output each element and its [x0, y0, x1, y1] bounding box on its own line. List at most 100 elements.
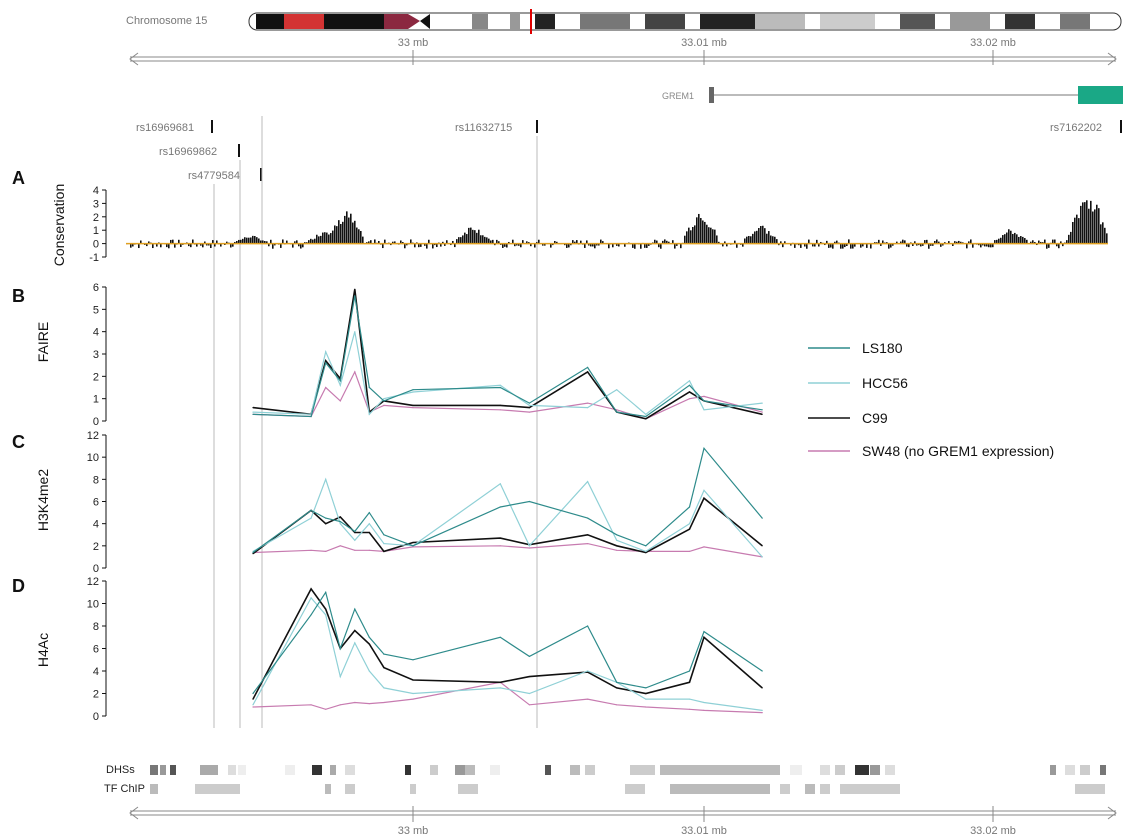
conservation-bar	[996, 239, 998, 244]
conservation-bar	[726, 243, 728, 247]
h3k4me2-point-ls180	[761, 517, 763, 519]
h4ac-point-sw48	[587, 698, 589, 700]
conservation-bar	[486, 237, 488, 244]
faire-point-c99	[252, 407, 254, 409]
tf-chip-track	[150, 784, 1105, 794]
dhs-block	[490, 765, 500, 775]
faire-point-ls180	[252, 413, 254, 415]
h4ac-point-c99	[252, 698, 254, 700]
conservation-track	[126, 200, 1108, 249]
conservation-bar	[574, 241, 576, 244]
conservation-bar	[534, 243, 536, 248]
y-tick-label: 0	[93, 239, 99, 251]
faire-point-sw48	[688, 398, 691, 400]
conservation-bar	[1048, 243, 1050, 248]
y-axis-label-h3k4me2: H3K4me2	[35, 469, 51, 531]
y-tick-label: 10	[87, 452, 99, 464]
h3k4me2-point-hcc56	[761, 556, 763, 558]
conservation-bar	[462, 235, 464, 244]
dhs-block	[885, 765, 895, 775]
axis-tick-label: 33.01 mb	[681, 37, 727, 49]
conservation-bar	[752, 233, 754, 244]
chromosome-ideogram: Chromosome 15	[126, 9, 1122, 34]
h3k4me2-point-sw48	[688, 550, 691, 553]
dhs-block	[855, 765, 869, 775]
conservation-bar	[1026, 239, 1028, 244]
conservation-bar	[616, 243, 618, 246]
conservation-bar	[148, 241, 150, 244]
conservation-bar	[654, 239, 656, 244]
conservation-bar	[972, 243, 974, 248]
h4ac-point-hcc56	[383, 687, 385, 689]
conservation-bar	[924, 240, 926, 244]
conservation-bar	[418, 243, 420, 248]
h4ac-point-c99	[368, 643, 370, 645]
conservation-bar	[958, 240, 960, 244]
chromosome-label: Chromosome 15	[126, 15, 207, 27]
faire-point-ls180	[368, 386, 370, 389]
y-tick-label: 12	[87, 576, 99, 588]
faire-series-ls180	[252, 295, 763, 418]
conservation-bar	[850, 243, 852, 249]
conservation-bar	[754, 231, 756, 244]
conservation-bar	[968, 241, 970, 244]
conservation-bar	[846, 243, 848, 246]
h3k4me2-point-c99	[499, 537, 501, 539]
conservation-bar	[914, 241, 916, 244]
conservation-bar	[892, 243, 894, 246]
h3k4me2-point-hcc56	[499, 483, 501, 485]
h3k4me2-point-ls180	[368, 511, 370, 514]
conservation-bar	[270, 239, 272, 244]
dhs-block	[312, 765, 322, 775]
conservation-bar	[832, 243, 834, 249]
band	[1005, 14, 1035, 29]
dhs-block	[870, 765, 880, 775]
h3k4me2-point-ls180	[688, 506, 691, 508]
conservation-bar	[690, 230, 692, 244]
h3k4me2-point-sw48	[528, 547, 531, 549]
conservation-bar	[402, 241, 404, 244]
conservation-bar	[704, 221, 706, 244]
conservation-bar	[1006, 232, 1008, 244]
tf-chip-block	[325, 784, 331, 794]
band-red	[284, 14, 324, 29]
h3k4me2-point-c99	[383, 550, 385, 553]
conservation-bar	[948, 241, 950, 244]
h4ac-point-c99	[587, 671, 589, 673]
h4ac-point-c99	[703, 636, 705, 638]
conservation-bar	[406, 243, 408, 246]
dhs-block	[465, 765, 475, 775]
conservation-bar	[882, 240, 884, 244]
axis-arrow-right	[1107, 52, 1117, 66]
conservation-bar	[1020, 236, 1022, 244]
conservation-bar	[1098, 208, 1100, 244]
conservation-bar	[526, 241, 528, 244]
conservation-bar	[188, 243, 190, 247]
conservation-bar	[274, 243, 276, 246]
dhs-block	[1050, 765, 1056, 775]
conservation-bar	[156, 243, 158, 247]
h3k4me2-point-ls180	[645, 545, 647, 547]
conservation-bar	[646, 243, 648, 248]
conservation-bar	[468, 227, 470, 244]
conservation-bar	[748, 235, 750, 244]
faire-point-hcc56	[761, 402, 763, 404]
h4ac-point-hcc56	[528, 692, 531, 695]
conservation-bar	[1084, 202, 1086, 244]
top-genome-axis: 33 mb 33.01 mb 33.02 mb	[129, 37, 1117, 66]
conservation-bar	[208, 243, 210, 246]
conservation-bar	[520, 243, 522, 248]
faire-point-ls180	[703, 400, 705, 402]
h4ac-point-c99	[383, 667, 385, 669]
conservation-bar	[172, 239, 174, 244]
conservation-bar	[440, 243, 442, 247]
legend-label-hcc56: HCC56	[862, 375, 908, 391]
faire-series-hcc56	[252, 331, 763, 416]
h3k4me2-point-c99	[587, 534, 589, 536]
h3k4me2-point-c99	[368, 531, 370, 534]
conservation-bar	[862, 243, 864, 247]
conservation-bar	[596, 243, 598, 246]
faire-point-ls180	[339, 380, 341, 382]
conservation-bar	[718, 241, 720, 244]
h3k4me2-point-ls180	[354, 530, 356, 533]
